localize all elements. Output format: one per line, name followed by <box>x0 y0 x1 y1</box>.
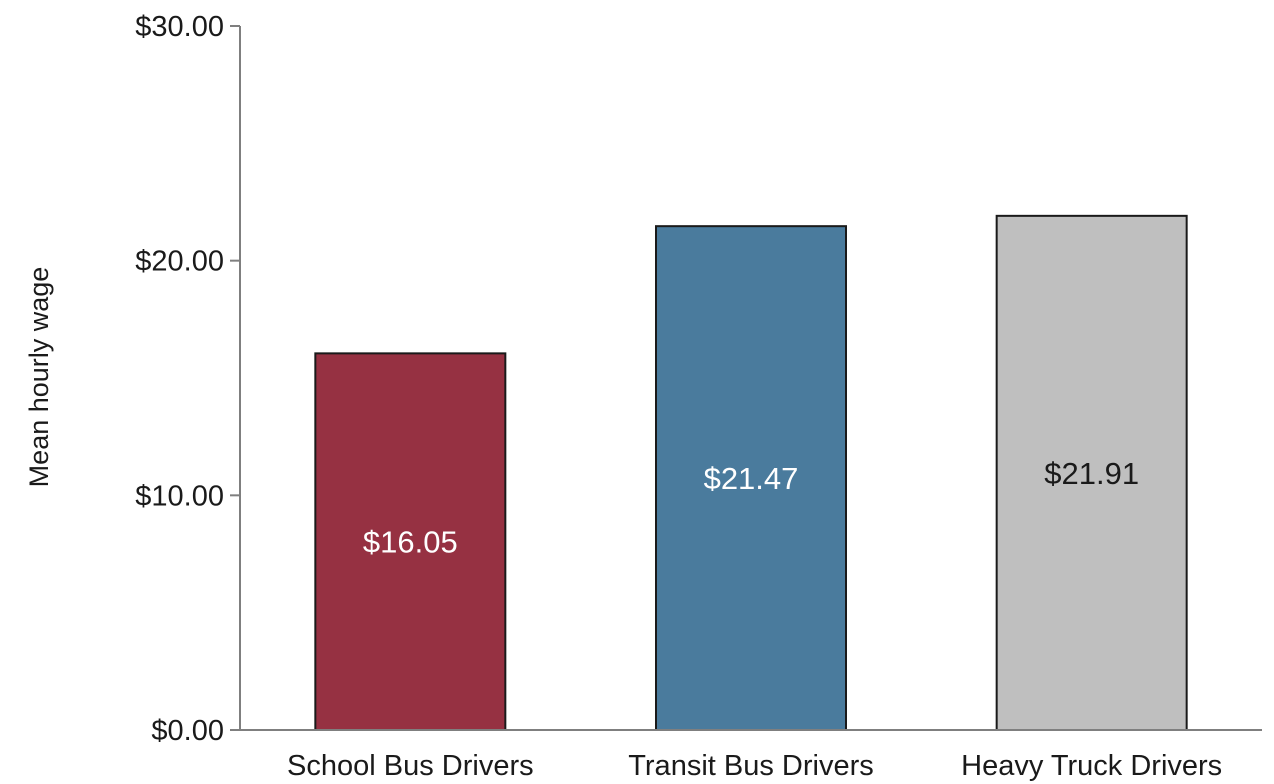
y-axis-title: Mean hourly wage <box>24 267 54 488</box>
bar <box>314 352 507 731</box>
data-label: $21.91 <box>1044 456 1139 491</box>
y-tick-label: $30.00 <box>135 11 224 43</box>
category-label: School Bus Drivers <box>287 750 534 782</box>
data-label: $21.47 <box>704 461 799 496</box>
x-axis: School Bus Drivers Transit Bus Drivers Hea… <box>240 729 1262 782</box>
category-label: Heavy Truck Drivers <box>961 750 1222 782</box>
y-axis: $0.00 $10.00 $20.00 $30.00 <box>135 11 241 747</box>
bars <box>314 214 1188 732</box>
y-tick-label: $0.00 <box>151 715 224 747</box>
data-labels: $16.05 $21.47 $21.91 <box>363 456 1139 560</box>
data-label: $16.05 <box>363 525 458 560</box>
y-tick-label: $20.00 <box>135 246 224 278</box>
category-label: Transit Bus Drivers <box>628 750 873 782</box>
y-tick-label: $10.00 <box>135 480 224 512</box>
bar <box>995 214 1188 731</box>
